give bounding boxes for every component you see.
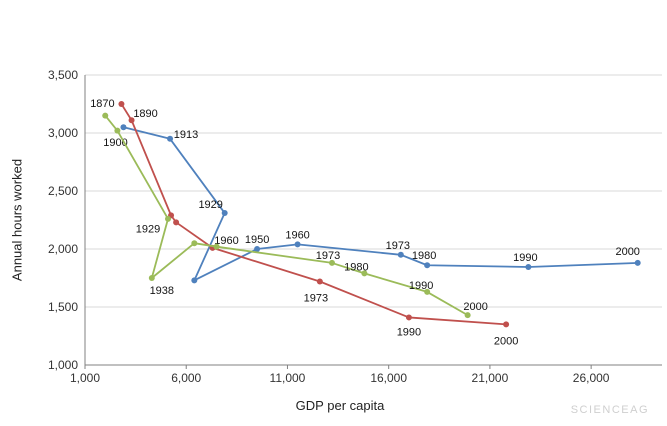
x-tick-label: 26,000 <box>573 371 610 385</box>
series-green-point <box>464 312 471 319</box>
year-label: 2000 <box>463 301 487 313</box>
series-red-line <box>120 103 507 326</box>
series-green-point <box>213 243 220 250</box>
year-label: 1960 <box>214 235 238 247</box>
year-label: 1913 <box>174 129 198 141</box>
y-tick-label: 3,000 <box>48 126 78 140</box>
series-blue-point <box>424 262 431 269</box>
year-label: 1980 <box>344 261 368 273</box>
y-tick-label: 2,000 <box>48 242 78 256</box>
series-blue-point <box>294 241 301 248</box>
x-tick-label: 11,000 <box>270 371 306 385</box>
y-tick-label: 2,500 <box>48 184 78 198</box>
x-tick-label: 6,000 <box>171 371 201 385</box>
series-blue-point <box>397 251 404 258</box>
year-label: 1900 <box>103 137 127 149</box>
year-label: 1929 <box>136 223 160 235</box>
series-red-point <box>118 101 125 107</box>
year-label: 1938 <box>150 285 174 297</box>
series-green-line <box>104 115 469 316</box>
series-blue-point <box>254 246 261 252</box>
series-red-point <box>128 117 135 124</box>
x-tick-label: 21,000 <box>472 371 509 385</box>
series-green-point <box>148 275 155 281</box>
year-label: 2000 <box>494 335 518 347</box>
series-blue-line <box>123 126 638 282</box>
series-green-point <box>191 240 198 247</box>
series-blue-point <box>525 263 532 270</box>
year-label: 1890 <box>133 108 157 120</box>
series-green-point <box>424 288 431 295</box>
series-green-point <box>165 215 172 222</box>
year-label: 1980 <box>412 250 436 262</box>
series-blue-point <box>120 124 127 131</box>
series-blue-point <box>167 135 174 142</box>
series-red-point <box>503 321 510 328</box>
year-label: 1973 <box>304 292 328 304</box>
year-label: 1990 <box>397 326 421 338</box>
series-green-point <box>361 270 368 277</box>
series-red-point <box>405 314 412 321</box>
y-tick-label: 1,000 <box>48 358 78 372</box>
year-label: 1990 <box>513 252 537 264</box>
x-tick-label: 1,000 <box>70 371 100 385</box>
x-axis-title: GDP per capita <box>295 398 385 413</box>
series-green-point <box>328 259 335 266</box>
y-tick-label: 3,500 <box>48 68 78 82</box>
series-green-point <box>114 127 121 134</box>
series-blue-point <box>634 259 641 266</box>
year-label: 1973 <box>316 250 340 262</box>
series-blue-point <box>221 210 228 217</box>
y-tick-label: 1,500 <box>48 300 78 314</box>
x-tick-label: 16,000 <box>370 371 407 385</box>
series-red-point <box>173 219 180 226</box>
year-label: 1960 <box>285 229 309 241</box>
year-label: 1870 <box>90 98 114 110</box>
y-axis-title: Annual hours worked <box>9 158 25 282</box>
series-green-point <box>102 112 109 119</box>
series-blue-point <box>191 277 198 284</box>
year-label: 2000 <box>615 246 639 258</box>
year-label: 1929 <box>198 199 222 211</box>
year-label: 1973 <box>386 240 410 252</box>
year-label: 1990 <box>409 280 433 292</box>
series-red-point <box>316 278 323 285</box>
watermark: SCIENCEAG <box>570 404 649 416</box>
year-label: 1950 <box>245 234 269 246</box>
